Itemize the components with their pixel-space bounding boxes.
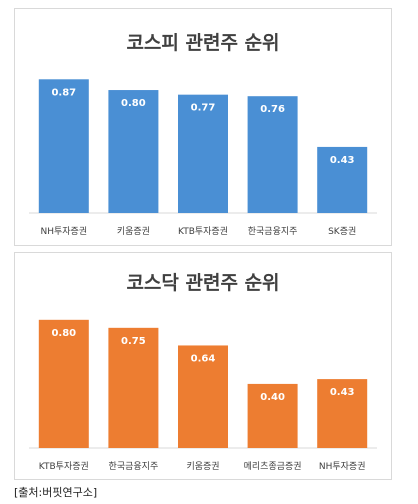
kosdaq-chart-panel: 코스닥 관련주 순위 0.80 KTB투자증권 0.75 한국금융지주 0.64 키움증권 0… bbox=[14, 252, 392, 480]
kosdaq-value-label-3: 0.64 bbox=[191, 353, 216, 364]
kosdaq-bar-1 bbox=[38, 319, 89, 448]
kospi-bar-5 bbox=[317, 146, 368, 213]
kospi-bar-3 bbox=[178, 94, 228, 213]
kospi-category-label-2: 키움증권 bbox=[117, 225, 150, 237]
kospi-chart-title: 코스피 관련주 순위 bbox=[126, 32, 279, 54]
kospi-value-label-4: 0.76 bbox=[260, 104, 285, 115]
kosdaq-bar-3 bbox=[178, 345, 228, 448]
kosdaq-bar-2 bbox=[108, 327, 159, 448]
kospi-chart: 코스피 관련주 순위 0.87 NH투자증권 0.80 키움증권 0.77 KTB투자증권 0… bbox=[29, 32, 377, 237]
kosdaq-chart: 코스닥 관련주 순위 0.80 KTB투자증권 0.75 한국금융지주 0.64 키움증권 0… bbox=[29, 272, 377, 472]
kospi-category-label-3: KTB투자증권 bbox=[178, 225, 228, 237]
kosdaq-category-label-5: NH투자증권 bbox=[319, 460, 366, 472]
kospi-bar-4 bbox=[247, 96, 298, 213]
kosdaq-value-label-4: 0.40 bbox=[260, 392, 285, 403]
kospi-category-label-5: SK증권 bbox=[328, 225, 356, 237]
kosdaq-value-label-5: 0.43 bbox=[330, 387, 355, 398]
kospi-value-label-5: 0.43 bbox=[330, 155, 355, 166]
source-caption: [출처:버핏연구소] bbox=[14, 486, 98, 499]
kospi-category-label-4: 한국금융지주 bbox=[248, 226, 298, 237]
kospi-value-label-1: 0.87 bbox=[51, 87, 76, 98]
kospi-bar-2 bbox=[108, 90, 159, 213]
kosdaq-bar-4 bbox=[247, 383, 298, 448]
kospi-bar-1 bbox=[38, 79, 89, 213]
kospi-value-label-3: 0.77 bbox=[191, 103, 216, 114]
kosdaq-value-label-1: 0.80 bbox=[51, 328, 76, 339]
kosdaq-category-label-2: 한국금융지주 bbox=[109, 461, 159, 472]
kosdaq-value-label-2: 0.75 bbox=[121, 336, 146, 347]
kospi-value-label-2: 0.80 bbox=[121, 98, 146, 109]
kosdaq-category-label-4: 메리츠종금증권 bbox=[244, 460, 302, 472]
kospi-chart-panel: 코스피 관련주 순위 0.87 NH투자증권 0.80 키움증권 0.77 KTB투자증권 0… bbox=[14, 8, 392, 246]
kosdaq-category-label-1: KTB투자증권 bbox=[39, 460, 89, 472]
kosdaq-chart-title: 코스닥 관련주 순위 bbox=[126, 272, 279, 294]
kosdaq-bar-5 bbox=[317, 379, 368, 448]
kosdaq-category-label-3: 키움증권 bbox=[186, 460, 219, 472]
kospi-category-label-1: NH투자증권 bbox=[40, 225, 87, 237]
